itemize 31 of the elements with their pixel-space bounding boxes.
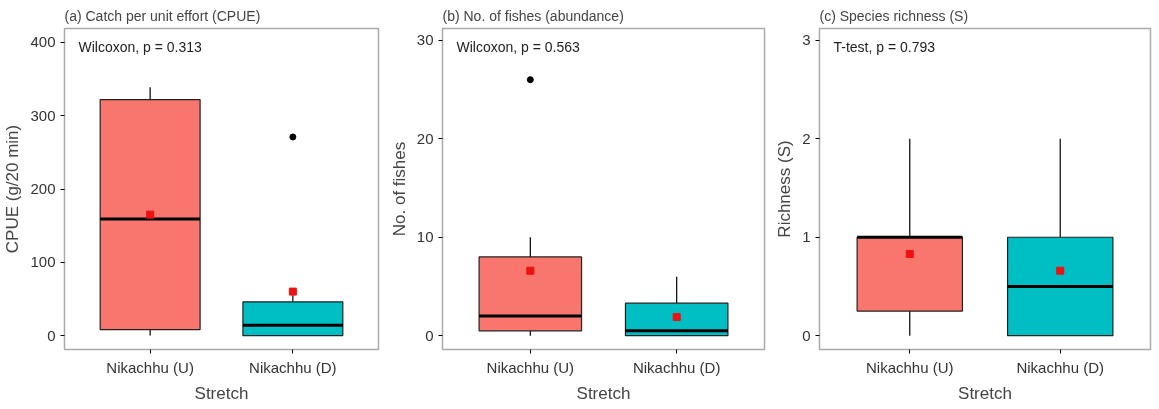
chart-title: (a) Catch per unit effort (CPUE) <box>64 7 261 24</box>
x-tick-label: Nikachhu (D) <box>632 358 721 376</box>
y-tick-label: 0 <box>425 326 434 344</box>
x-axis-title: Stretch <box>194 383 249 403</box>
y-tick-label: 200 <box>30 180 56 197</box>
annotation: Wilcoxon, p = 0.563 <box>456 38 581 55</box>
x-tick-label: Nikachhu (D) <box>1016 358 1104 376</box>
y-tick-label: 20 <box>416 129 434 147</box>
chart-title: (c) Species richness (S) <box>819 7 969 24</box>
y-axis-title: Richness (S) <box>775 140 795 238</box>
y-tick-label: 1 <box>802 228 811 246</box>
y-tick-label: 10 <box>416 228 434 246</box>
y-tick-label: 0 <box>47 326 56 344</box>
chart-title: (b) No. of fishes (abundance) <box>442 7 624 24</box>
y-axis-title: CPUE (g/20 min) <box>3 124 23 254</box>
x-tick-label: Nikachhu (U) <box>486 358 575 376</box>
x-tick-label: Nikachhu (U) <box>106 358 194 376</box>
y-axis-title: No. of fishes <box>389 141 409 237</box>
x-tick-label: Nikachhu (D) <box>249 358 337 376</box>
x-axis-title: Stretch <box>958 383 1012 403</box>
annotation: T-test, p = 0.793 <box>833 38 936 55</box>
y-tick-label: 30 <box>416 31 434 49</box>
x-tick-label: Nikachhu (U) <box>866 358 954 376</box>
x-axis-title: Stretch <box>576 383 631 403</box>
y-tick-label: 0 <box>802 326 811 344</box>
y-tick-label: 100 <box>30 253 56 271</box>
y-tick-label: 400 <box>30 33 56 51</box>
y-tick-label: 3 <box>802 31 811 49</box>
y-tick-label: 2 <box>802 129 811 147</box>
y-tick-label: 300 <box>30 106 56 124</box>
annotation: Wilcoxon, p = 0.313 <box>78 38 203 55</box>
